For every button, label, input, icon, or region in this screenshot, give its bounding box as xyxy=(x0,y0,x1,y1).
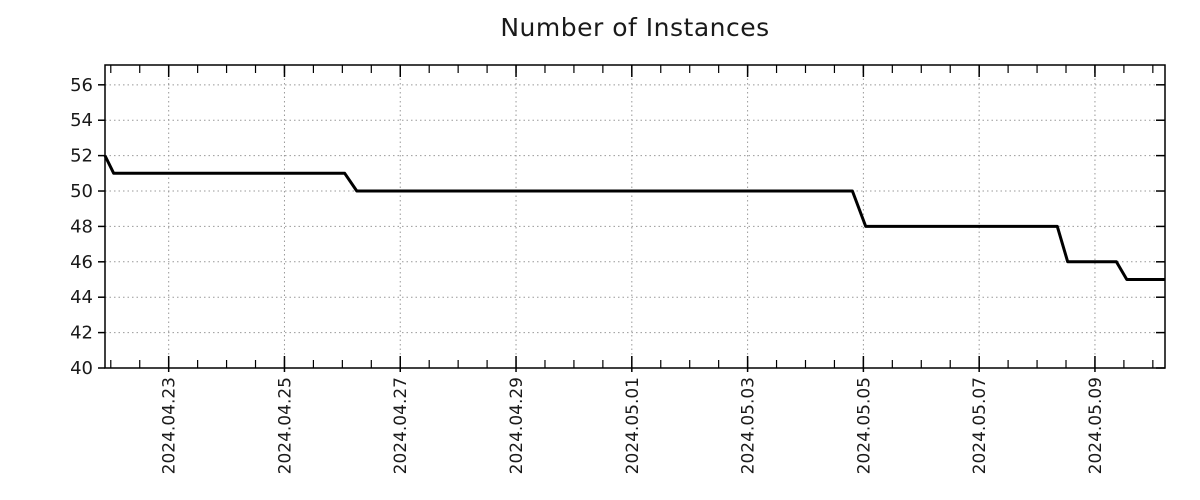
x-tick-label: 2024.05.09 xyxy=(1086,377,1106,474)
x-tick-label: 2024.04.29 xyxy=(507,377,527,474)
y-tick-label: 50 xyxy=(70,181,93,202)
y-tick-label: 44 xyxy=(70,287,93,308)
chart-title: Number of Instances xyxy=(500,13,770,42)
y-tick-label: 46 xyxy=(70,252,93,273)
y-tick-label: 40 xyxy=(70,358,93,379)
y-tick-label: 56 xyxy=(70,75,93,96)
x-tick-label: 2024.05.07 xyxy=(970,377,990,474)
x-tick-label: 2024.04.27 xyxy=(391,377,411,474)
plot-frame xyxy=(104,64,1166,369)
y-tick-label: 54 xyxy=(70,110,93,131)
y-tick-label: 52 xyxy=(70,146,93,167)
x-tick-label: 2024.04.23 xyxy=(160,377,180,474)
x-tick-label: 2024.05.03 xyxy=(739,377,759,474)
series-line-instances xyxy=(103,154,1165,281)
y-tick-label: 48 xyxy=(70,216,93,237)
x-tick-label: 2024.04.25 xyxy=(275,377,295,474)
y-tick-label: 42 xyxy=(70,323,93,344)
x-tick-label: 2024.05.01 xyxy=(623,377,643,474)
x-tick-label: 2024.05.05 xyxy=(854,377,874,474)
